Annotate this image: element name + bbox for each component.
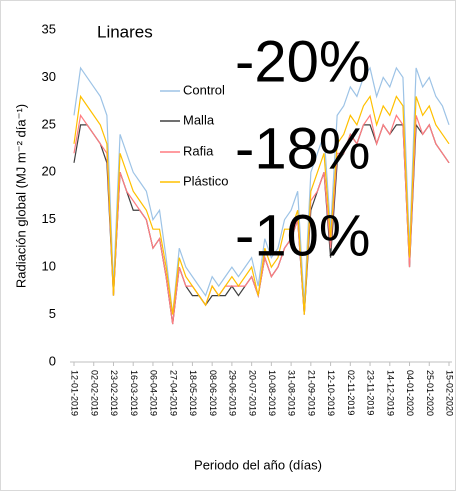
legend-label: Malla (183, 112, 215, 127)
x-tick-label: 29-06-2019 (228, 370, 238, 416)
y-tick-label: 35 (42, 21, 56, 36)
y-tick-label: 10 (42, 259, 56, 274)
x-tick-label: 27-04-2019 (168, 370, 178, 416)
legend-label: Control (183, 82, 225, 97)
annotation: -10% (235, 203, 370, 268)
x-tick-label: 12-10-2019 (326, 370, 336, 416)
y-tick-label: 30 (42, 69, 56, 84)
annotation: -20% (235, 29, 370, 94)
y-tick-label: 20 (42, 164, 56, 179)
x-tick-label: 20-07-2019 (247, 370, 257, 416)
y-tick-label: 15 (42, 211, 56, 226)
x-tick-label: 23-11-2019 (366, 370, 376, 415)
x-tick-label: 31-08-2019 (287, 370, 297, 416)
series-line (73, 113, 450, 325)
annotation: -18% (235, 116, 370, 181)
x-tick-label: 04-01-2020 (405, 370, 415, 416)
x-tick-label: 18-05-2019 (188, 370, 198, 416)
series-line (73, 66, 450, 315)
legend-bg (182, 82, 238, 100)
y-axis-label: Radiación global (MJ m⁻² día⁻¹) (13, 104, 28, 288)
series-line (73, 94, 450, 315)
x-tick-label: 21-09-2019 (306, 370, 316, 416)
x-tick-label: 06-04-2019 (149, 370, 159, 416)
legend-bg (182, 143, 238, 161)
legend-bg (182, 173, 238, 191)
legend-label: Plástico (183, 173, 229, 188)
legend-bg (182, 112, 238, 130)
x-tick-label: 16-03-2019 (129, 370, 139, 416)
x-tick-label: 12-01-2019 (70, 370, 80, 416)
x-axis-label: Periodo del año (días) (194, 457, 322, 472)
x-tick-label: 15-02-2020 (445, 370, 455, 416)
x-tick-label: 10-08-2019 (267, 370, 277, 416)
y-tick-label: 25 (42, 116, 56, 131)
x-tick-label: 08-06-2019 (208, 370, 218, 416)
legend-label: Rafia (183, 143, 214, 158)
x-tick-label: 23-02-2019 (109, 370, 119, 416)
x-tick-label: 02-11-2019 (346, 370, 356, 415)
x-tick-label: 02-02-2019 (89, 370, 99, 416)
location-label: Linares (97, 22, 153, 41)
x-tick-label: 25-01-2020 (425, 370, 435, 416)
x-tick-label: 14-12-2019 (385, 370, 395, 416)
y-tick-label: 5 (49, 306, 56, 321)
y-tick-label: 0 (49, 353, 56, 368)
